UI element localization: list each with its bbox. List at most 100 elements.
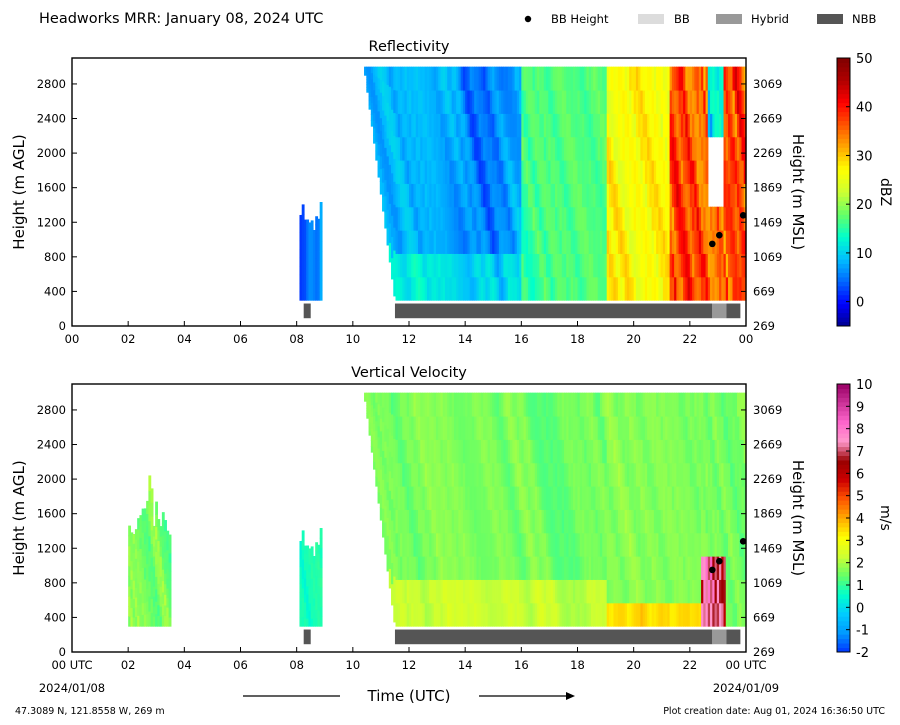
reflectivity-cell — [552, 113, 556, 138]
y-tick-label: 1200 — [37, 541, 66, 555]
velocity-cell — [541, 602, 545, 627]
velocity-cell — [478, 486, 482, 510]
velocity-cell — [676, 602, 680, 627]
reflectivity-cell — [676, 183, 680, 208]
velocity-cell — [710, 415, 713, 440]
velocity-cell — [444, 579, 448, 604]
reflectivity-cell — [555, 136, 558, 161]
velocity-cell — [168, 534, 172, 545]
colorbar-step — [837, 580, 850, 586]
velocity-cell — [132, 598, 136, 609]
reflectivity-cell — [624, 89, 628, 114]
reflectivity-cell — [658, 253, 662, 278]
reflectivity-cell — [564, 253, 567, 278]
velocity-cell — [728, 579, 731, 604]
velocity-cell — [424, 392, 428, 417]
velocity-cell — [382, 407, 385, 423]
reflectivity-cell — [730, 230, 734, 254]
reflectivity-cell — [559, 136, 563, 161]
velocity-cell — [373, 407, 376, 417]
velocity-cell — [561, 415, 565, 440]
reflectivity-cell — [579, 276, 583, 301]
reflectivity-cell — [516, 276, 520, 301]
velocity-cell — [707, 486, 711, 510]
velocity-cell — [537, 439, 540, 464]
reflectivity-cell — [308, 253, 312, 262]
reflectivity-cell — [647, 113, 650, 138]
velocity-cell — [496, 439, 500, 464]
velocity-cell — [503, 602, 507, 627]
reflectivity-cell — [485, 183, 489, 208]
velocity-cell — [413, 509, 417, 534]
reflectivity-cell — [539, 183, 543, 208]
reflectivity-cell — [662, 206, 666, 231]
reflectivity-cell — [417, 253, 421, 278]
panel-title-velocity: Vertical Velocity — [351, 365, 467, 381]
velocity-cell — [649, 486, 653, 510]
reflectivity-cell — [680, 66, 684, 91]
velocity-cell — [366, 415, 370, 419]
reflectivity-cell — [635, 113, 639, 138]
velocity-cell — [534, 392, 538, 417]
velocity-cell — [397, 532, 401, 557]
reflectivity-cell — [306, 259, 310, 269]
colorbar-step — [837, 183, 850, 189]
velocity-cell — [546, 462, 549, 487]
reflectivity-cell — [741, 160, 745, 184]
reflectivity-cell — [379, 143, 383, 157]
reflectivity-cell — [728, 230, 731, 254]
reflectivity-cell — [379, 92, 383, 106]
reflectivity-cell — [730, 113, 734, 138]
x-tick-label: 00 UTC — [725, 658, 766, 672]
velocity-cell — [426, 462, 430, 487]
reflectivity-cell — [442, 66, 446, 91]
velocity-cell — [128, 555, 132, 567]
velocity-cell — [458, 392, 462, 417]
velocity-cell — [653, 439, 657, 464]
reflectivity-cell — [438, 89, 442, 114]
velocity-cell — [379, 418, 383, 432]
reflectivity-cell — [310, 220, 314, 229]
colorbar-step — [837, 468, 850, 474]
reflectivity-cell — [388, 66, 392, 87]
velocity-cell — [624, 579, 628, 604]
reflectivity-cell — [393, 204, 397, 228]
velocity-cell — [548, 486, 552, 510]
velocity-cell — [460, 462, 464, 487]
reflectivity-cell — [543, 113, 547, 138]
reflectivity-cell — [310, 244, 314, 253]
reflectivity-cell — [658, 66, 662, 91]
reflectivity-cell — [557, 89, 561, 114]
reflectivity-cell — [404, 230, 408, 254]
reflectivity-cell — [373, 104, 376, 114]
velocity-cell — [734, 532, 738, 557]
reflectivity-cell — [568, 183, 572, 208]
reflectivity-cell — [366, 71, 370, 75]
velocity-cell — [519, 556, 522, 580]
velocity-cell — [631, 392, 635, 417]
velocity-cell — [474, 579, 477, 604]
velocity-cell — [633, 462, 637, 487]
reflectivity-cell — [465, 136, 469, 161]
velocity-cell — [568, 532, 572, 557]
velocity-cell — [564, 415, 567, 440]
velocity-cell — [155, 538, 158, 552]
reflectivity-cell — [564, 113, 567, 138]
reflectivity-cell — [301, 252, 305, 263]
reflectivity-cell — [579, 136, 583, 161]
reflectivity-cell — [388, 183, 392, 204]
reflectivity-cell — [680, 230, 684, 254]
velocity-cell — [487, 509, 491, 534]
reflectivity-cell — [647, 253, 650, 278]
reflectivity-cell — [564, 183, 567, 208]
velocity-cell — [393, 553, 397, 577]
velocity-cell — [132, 570, 136, 581]
velocity-cell — [494, 556, 498, 580]
velocity-cell — [734, 602, 738, 627]
velocity-cell — [375, 420, 379, 431]
y-right-tick-label: 269 — [753, 645, 775, 659]
reflectivity-cell — [435, 206, 439, 231]
velocity-cell — [417, 509, 421, 534]
velocity-cell — [590, 415, 594, 440]
